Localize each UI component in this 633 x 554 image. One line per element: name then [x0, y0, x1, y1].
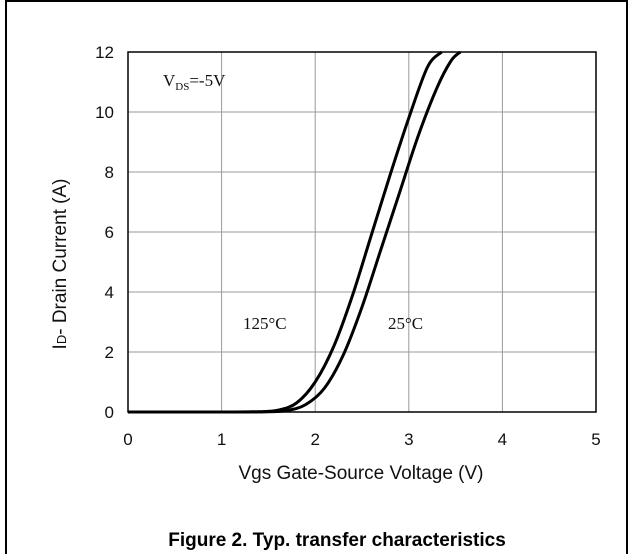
label-125c: 125°C: [243, 314, 287, 333]
y-tick-label: 4: [105, 283, 114, 302]
y-tick-label: 0: [105, 403, 114, 422]
label-25c: 25°C: [388, 314, 423, 333]
x-tick-label: 1: [217, 430, 226, 449]
figure-frame: [5, 0, 628, 554]
y-tick-label: 2: [105, 343, 114, 362]
y-tick-label: 6: [105, 223, 114, 242]
x-tick-label: 0: [123, 430, 132, 449]
x-tick-label: 5: [591, 430, 600, 449]
y-axis-label: ID- Drain Current (A): [50, 179, 71, 350]
x-tick-label: 2: [310, 430, 319, 449]
grid-lines: [127, 51, 597, 413]
y-tick-label: 8: [105, 163, 114, 182]
x-tick-labels: 0 1 2 3 4 5: [123, 430, 600, 449]
plot-border: [127, 51, 597, 413]
condition-annotation: VDS=-5V: [163, 71, 226, 93]
y-tick-label: 12: [95, 43, 114, 62]
y-tick-label: 10: [95, 103, 114, 122]
figure-caption: Figure 2. Typ. transfer characteristics: [168, 530, 506, 551]
x-tick-label: 3: [404, 430, 413, 449]
x-tick-label: 4: [498, 430, 507, 449]
y-tick-labels: 0 2 4 6 8 10 12: [95, 43, 114, 422]
x-axis-label: Vgs Gate-Source Voltage (V): [238, 463, 483, 484]
